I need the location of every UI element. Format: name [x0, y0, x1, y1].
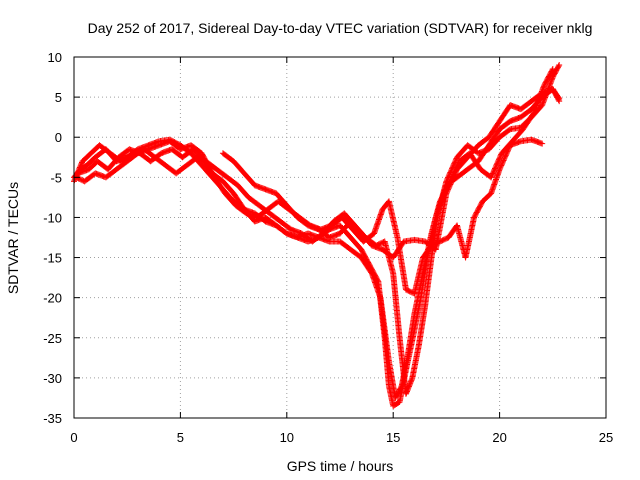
x-tick-label: 0 [70, 430, 77, 445]
data-point [497, 165, 504, 172]
series-4 [73, 66, 556, 401]
data-point [493, 161, 500, 168]
x-tick-label: 10 [280, 430, 294, 445]
x-tick-label: 20 [492, 430, 506, 445]
y-tick-label: 0 [55, 130, 62, 145]
data-point [447, 180, 454, 187]
data-point [499, 159, 506, 166]
series-5 [219, 86, 563, 261]
data-points [71, 62, 563, 409]
data-point [498, 161, 505, 168]
data-point [450, 173, 457, 180]
data-point [496, 166, 503, 173]
data-point [497, 152, 504, 159]
data-point [549, 66, 556, 73]
data-point [556, 95, 563, 102]
data-point [443, 189, 450, 196]
data-point [77, 162, 84, 169]
data-point [489, 170, 496, 177]
data-point [488, 173, 495, 180]
y-tick-label: -25 [43, 331, 62, 346]
y-tick-label: -10 [43, 210, 62, 225]
data-point [539, 140, 546, 147]
data-point [452, 168, 459, 175]
data-point [398, 384, 405, 391]
data-point [494, 160, 501, 167]
data-point [497, 163, 504, 170]
data-point [497, 154, 504, 161]
x-tick-labels: 0 5 10 15 20 25 [70, 430, 613, 445]
series-2 [71, 62, 563, 397]
data-point [445, 186, 452, 193]
x-axis-label: GPS time / hours [287, 458, 394, 474]
y-tick-label: -30 [43, 371, 62, 386]
data-point [495, 156, 502, 163]
data-point [498, 162, 505, 169]
data-point [78, 160, 85, 167]
x-tick-label: 15 [386, 430, 400, 445]
data-point [444, 187, 451, 194]
data-point [448, 178, 455, 185]
data-point [446, 182, 453, 189]
data-point [447, 181, 454, 188]
y-tick-label: -5 [50, 170, 62, 185]
data-point [490, 169, 497, 176]
data-point [490, 168, 497, 174]
data-point [500, 157, 507, 164]
data-point [492, 165, 499, 172]
y-tick-label: -20 [43, 291, 62, 306]
data-point [445, 185, 452, 192]
data-point [446, 184, 453, 191]
data-point [449, 177, 455, 184]
data-point [451, 171, 458, 178]
data-point [451, 172, 458, 179]
data-point [502, 153, 509, 160]
x-tick-label: 25 [599, 430, 613, 445]
data-point [501, 156, 508, 163]
y-tick-label: -35 [43, 411, 62, 426]
data-point [493, 162, 500, 169]
chart-title: Day 252 of 2017, Sidereal Day-to-day VTE… [88, 20, 593, 36]
y-tick-label: 5 [55, 90, 62, 105]
grid [74, 57, 606, 418]
data-point [449, 176, 456, 183]
axis-ticks [73, 56, 607, 419]
data-point [489, 171, 496, 178]
x-tick-label: 5 [177, 430, 184, 445]
data-point [495, 157, 502, 164]
y-tick-labels: 10 5 0 -5 -10 -15 -20 -25 -30 -35 [43, 50, 62, 426]
data-point [450, 175, 457, 182]
data-point [499, 158, 506, 165]
y-tick-label: 10 [48, 50, 62, 65]
data-point [556, 62, 563, 69]
data-point [443, 190, 450, 197]
data-point [501, 154, 508, 161]
plot-frame [73, 56, 607, 419]
data-point [452, 156, 459, 163]
data-point [77, 163, 84, 170]
data-point [503, 151, 510, 158]
y-axis-label: SDTVAR / TECUs [5, 182, 21, 294]
data-point [555, 94, 562, 101]
data-point [494, 159, 501, 166]
data-point [76, 164, 83, 171]
data-point [502, 152, 509, 159]
data-point [492, 164, 499, 171]
data-point [496, 155, 503, 162]
data-point [555, 63, 562, 70]
y-tick-label: -15 [43, 251, 62, 266]
data-point [549, 67, 556, 74]
data-point [452, 170, 459, 177]
data-point [491, 166, 498, 173]
data-point [488, 174, 495, 181]
